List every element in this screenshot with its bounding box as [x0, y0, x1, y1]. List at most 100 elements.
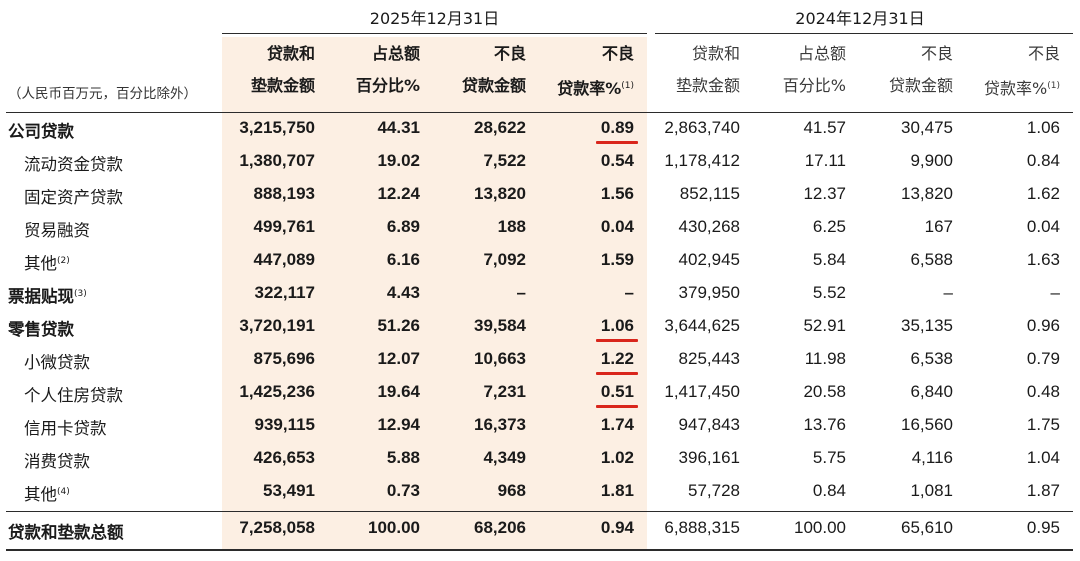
total-cur-amount: 7,258,058: [239, 518, 315, 537]
prev-amount-cell: 825,443: [678, 349, 740, 368]
prev-share-cell: 5.75: [812, 448, 846, 467]
prev-npl_amount-cell: 9,900: [910, 151, 953, 170]
col-header-npl_ratio: 不良: [601, 44, 634, 63]
cur-npl_ratio-cell: 1.06: [600, 316, 634, 335]
row-label-text: 流动资金贷款: [24, 155, 123, 174]
col-header-amount: 垫款金额: [250, 76, 315, 95]
prev-amount-cell: 947,843: [678, 415, 740, 434]
prev-share-cell: 20.58: [803, 382, 846, 401]
prev-npl_ratio-cell: 0.48: [1026, 382, 1060, 401]
footnote-marker: (2): [57, 256, 70, 266]
row-label: 其他(2): [24, 250, 70, 274]
total-cur-npl_amount: 68,206: [474, 518, 526, 537]
header-rule: [6, 112, 1073, 113]
total-prev-amount: 6,888,315: [664, 518, 740, 537]
prev-npl_ratio-cell: 0.79: [1026, 349, 1060, 368]
period-current: 2025年12月31日: [369, 9, 500, 28]
unit-note: （人民币百万元，百分比除外）: [8, 86, 197, 102]
cur-npl_amount-cell: 7,092: [483, 250, 526, 269]
col-header-share: 占总额: [371, 44, 420, 63]
cur-share-cell: 51.26: [377, 316, 420, 335]
cur-share-cell: 12.07: [377, 349, 420, 368]
cur-share-cell: 19.64: [377, 382, 420, 401]
cur-npl_amount-cell: 28,622: [474, 118, 526, 137]
footnote-marker: (4): [57, 487, 70, 497]
cur-npl_ratio-cell: 0.04: [600, 217, 634, 236]
row-label: 其他(4): [24, 481, 70, 505]
prev-share-cell: 11.98: [804, 349, 846, 368]
col-header-share: 百分比%: [355, 76, 420, 95]
prev-share-cell: 12.37: [803, 184, 846, 203]
cur-amount-cell: 499,761: [253, 217, 315, 236]
total-prev-npl_amount: 65,610: [901, 518, 953, 537]
cur-amount-cell: 1,380,707: [239, 151, 315, 170]
row-label-text: 个人住房贷款: [24, 386, 123, 405]
cur-amount-cell: 426,653: [253, 448, 315, 467]
cur-share-cell: 0.73: [386, 481, 420, 500]
cur-amount-cell: 447,089: [253, 250, 315, 269]
cur-amount-cell: 888,193: [253, 184, 315, 203]
prev-npl_ratio-cell: 0.96: [1026, 316, 1060, 335]
prev-npl_amount-cell: 6,588: [910, 250, 953, 269]
footnote-marker: (3): [74, 289, 87, 299]
prev-amount-cell: 396,161: [678, 448, 740, 467]
cur-npl_ratio-cell: 1.22: [600, 349, 634, 368]
prev-npl_amount-cell: 16,560: [901, 415, 953, 434]
period-previous: 2024年12月31日: [795, 9, 925, 28]
row-label-text: 零售贷款: [8, 320, 74, 339]
cur-npl_ratio-cell: 1.81: [600, 481, 634, 500]
prev-amount-cell: 3,644,625: [664, 316, 740, 335]
col-header-share: 占总额: [797, 44, 846, 63]
col-header-amount: 垫款金额: [675, 76, 740, 95]
cur-npl_ratio-cell: 1.02: [600, 448, 634, 467]
cur-share-cell: 12.24: [377, 184, 420, 203]
prev-npl_amount-cell: 1,081: [910, 481, 953, 500]
cur-npl_amount-cell: 39,584: [474, 316, 526, 335]
prev-share-cell: 41.57: [803, 118, 846, 137]
footnote-marker: (1): [621, 81, 634, 91]
col-header-share: 百分比%: [782, 76, 846, 95]
total-prev-npl_ratio: 0.95: [1026, 518, 1060, 537]
prev-npl_ratio-cell: 0.84: [1026, 151, 1060, 170]
cur-npl_ratio-cell: 1.56: [600, 184, 634, 203]
cur-amount-cell: 3,720,191: [239, 316, 315, 335]
prev-amount-cell: 379,950: [678, 283, 740, 302]
prev-amount-cell: 2,863,740: [664, 118, 740, 137]
row-label-text: 票据贴现: [8, 287, 74, 306]
cur-npl_amount-cell: 968: [497, 481, 526, 500]
prev-npl_amount-cell: –: [943, 283, 953, 302]
prev-npl_ratio-cell: 1.06: [1026, 118, 1060, 137]
col-header-npl_amount: 不良: [920, 44, 953, 63]
cur-npl_ratio-cell: 0.51: [600, 382, 634, 401]
cur-share-cell: 6.16: [386, 250, 420, 269]
prev-amount-cell: 852,115: [679, 184, 740, 203]
col-header-npl_ratio: 贷款率%(1): [557, 79, 634, 98]
cur-npl_amount-cell: 10,663: [474, 349, 526, 368]
row-label-text: 其他: [24, 254, 57, 273]
npl-ratio-underline: [596, 339, 638, 342]
row-label: 小微贷款: [24, 349, 90, 373]
prev-npl_ratio-cell: 1.63: [1026, 250, 1060, 269]
prev-amount-cell: 1,178,412: [664, 151, 740, 170]
npl-ratio-underline: [596, 372, 638, 375]
prev-npl_ratio-cell: 1.04: [1026, 448, 1060, 467]
cur-npl_amount-cell: –: [516, 283, 526, 302]
row-label-text: 消费贷款: [24, 452, 90, 471]
row-label-text: 信用卡贷款: [24, 419, 107, 438]
prev-share-cell: 13.76: [803, 415, 846, 434]
cur-amount-cell: 53,491: [263, 481, 315, 500]
prev-npl_ratio-cell: –: [1050, 283, 1060, 302]
cur-npl_amount-cell: 13,820: [474, 184, 526, 203]
row-label-text: 公司贷款: [8, 122, 74, 141]
cur-amount-cell: 1,425,236: [239, 382, 315, 401]
prev-share-cell: 17.11: [804, 151, 846, 170]
cur-share-cell: 19.02: [377, 151, 420, 170]
cur-amount-cell: 322,117: [254, 283, 315, 302]
prev-share-cell: 52.91: [803, 316, 846, 335]
prev-share-cell: 6.25: [812, 217, 846, 236]
prev-npl_amount-cell: 35,135: [901, 316, 953, 335]
cur-npl_amount-cell: 188: [497, 217, 526, 236]
prev-npl_amount-cell: 4,116: [911, 448, 953, 467]
prev-npl_ratio-cell: 0.04: [1026, 217, 1060, 236]
